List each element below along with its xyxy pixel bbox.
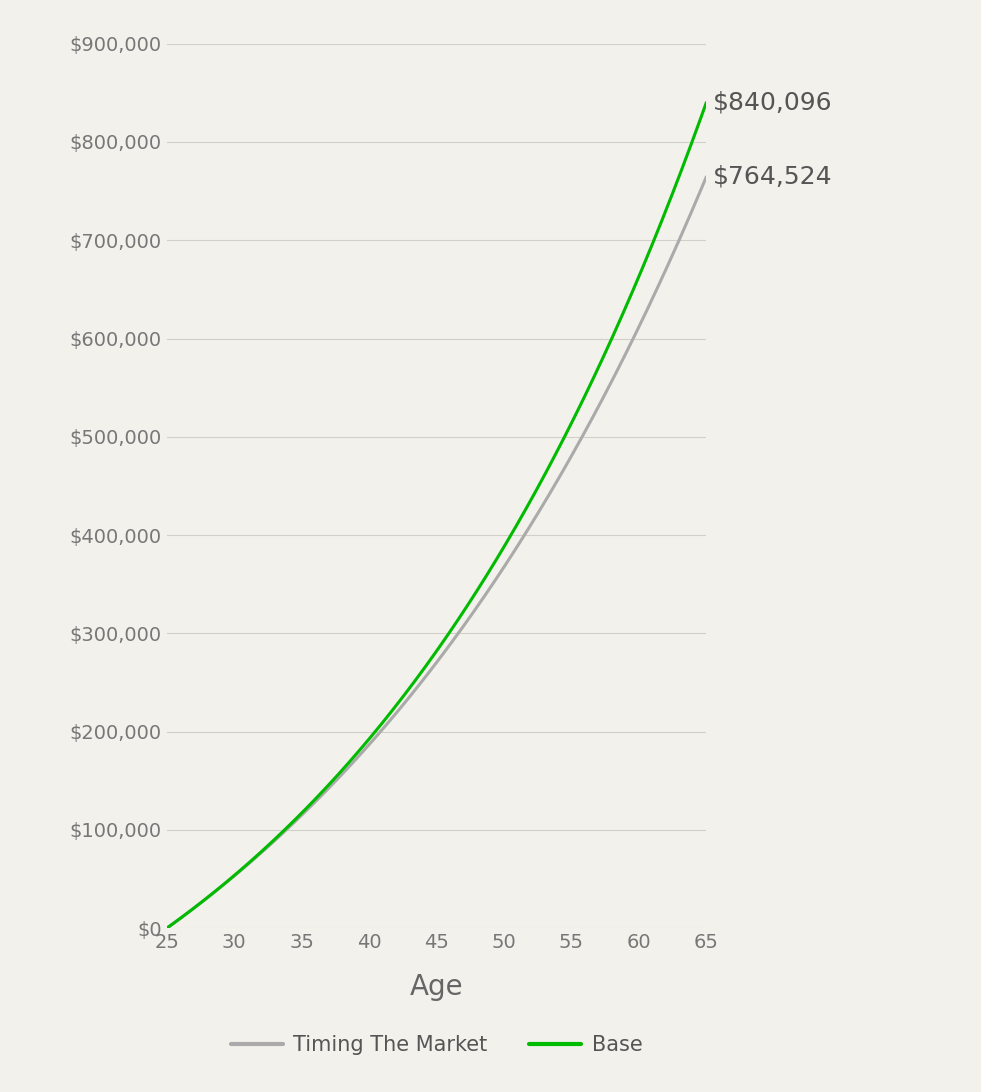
Base — [688, 132, 699, 145]
Text: $840,096: $840,096 — [713, 91, 833, 115]
Timing The Market — [482, 584, 493, 597]
Line: Timing The Market: Timing The Market — [167, 177, 706, 928]
Text: $764,524: $764,524 — [713, 165, 833, 189]
Line: Base: Base — [167, 103, 706, 928]
Timing The Market — [421, 669, 433, 682]
Base — [453, 613, 465, 626]
Base — [603, 339, 615, 352]
Timing The Market — [161, 922, 173, 935]
Base — [421, 658, 433, 672]
Timing The Market — [453, 626, 465, 639]
Timing The Market — [700, 170, 712, 183]
Timing The Market — [603, 380, 615, 393]
X-axis label: Age: Age — [410, 973, 463, 1001]
Base — [482, 567, 493, 580]
Legend: Timing The Market, Base: Timing The Market, Base — [223, 1028, 650, 1064]
Base — [417, 663, 429, 676]
Base — [161, 922, 173, 935]
Timing The Market — [688, 201, 699, 214]
Timing The Market — [417, 674, 429, 687]
Base — [700, 96, 712, 109]
